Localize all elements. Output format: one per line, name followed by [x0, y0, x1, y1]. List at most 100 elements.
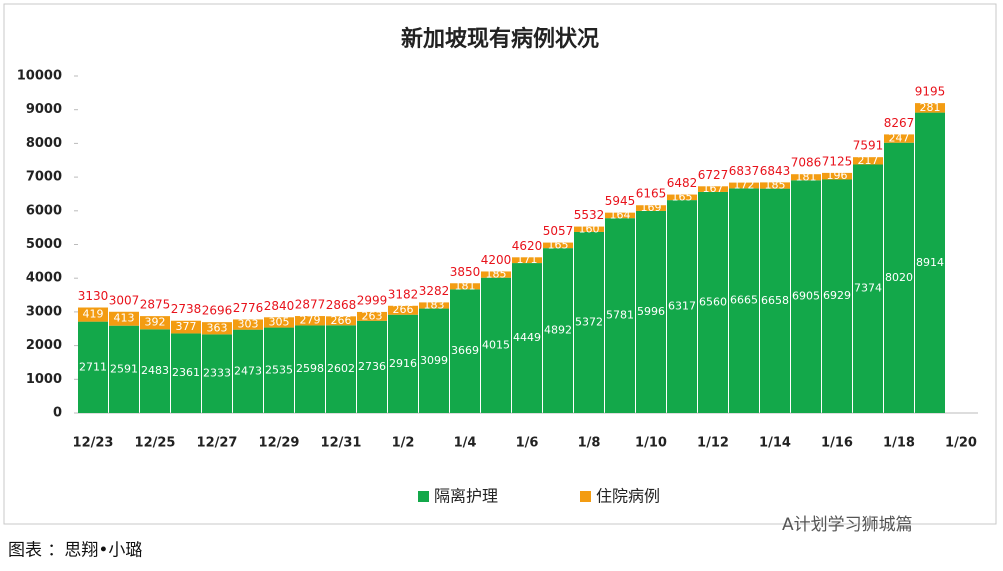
bar-segment	[295, 325, 325, 413]
total-label: 7125	[822, 154, 853, 168]
bar-segment	[140, 329, 170, 413]
value-label: 8020	[885, 271, 913, 284]
total-label: 6165	[636, 187, 667, 201]
value-label: 185	[765, 179, 786, 192]
watermark: A计划学习狮城篇	[782, 515, 913, 535]
bar-segment	[140, 316, 170, 330]
value-label: 196	[827, 169, 848, 182]
value-label: 279	[300, 314, 321, 327]
value-label: 169	[641, 201, 662, 214]
total-label: 5532	[574, 208, 605, 222]
value-label: 181	[796, 170, 817, 183]
bar-segment	[481, 271, 511, 278]
bar-segment	[450, 283, 480, 290]
bar-segment	[109, 311, 139, 326]
bar-segment	[760, 188, 790, 413]
value-label: 413	[114, 312, 135, 325]
bar-segment	[822, 172, 852, 180]
y-tick-label: 4000	[26, 271, 62, 286]
x-tick-label: 1/2	[392, 436, 415, 451]
value-label: 4015	[482, 338, 510, 351]
bar-segment	[884, 142, 914, 413]
value-label: 217	[858, 154, 879, 167]
bar-segment	[853, 164, 883, 413]
total-label: 3007	[109, 293, 140, 307]
bar-segment	[171, 320, 201, 334]
value-label: 303	[238, 318, 259, 331]
value-label: 266	[393, 303, 414, 316]
value-label: 2361	[172, 366, 200, 379]
value-label: 377	[176, 320, 197, 333]
value-label: 167	[703, 182, 724, 195]
value-label: 266	[331, 314, 352, 327]
bar-segment	[326, 316, 356, 326]
total-label: 6727	[698, 168, 729, 182]
bar-segment	[667, 194, 697, 201]
bar-segment	[512, 257, 542, 264]
value-label: 4892	[544, 324, 572, 337]
bar-segment	[853, 157, 883, 165]
bar-segment	[481, 277, 511, 413]
x-tick-label: 12/29	[259, 436, 300, 451]
y-tick-label: 0	[53, 406, 62, 421]
value-label: 2483	[141, 364, 169, 377]
bar-segment	[357, 311, 387, 321]
bar-segment	[822, 179, 852, 413]
value-label: 2333	[203, 367, 231, 380]
y-tick-label: 8000	[26, 136, 62, 151]
value-label: 6560	[699, 295, 727, 308]
value-label: 247	[889, 132, 910, 145]
total-label: 7591	[853, 139, 884, 153]
x-tick-label: 12/25	[135, 436, 176, 451]
x-tick-label: 1/4	[454, 436, 477, 451]
bar-segment	[915, 112, 945, 413]
total-label: 2868	[326, 298, 357, 312]
value-label: 164	[610, 208, 631, 221]
bar-segment	[729, 182, 759, 189]
bar-segment	[698, 186, 728, 192]
total-label: 3130	[78, 289, 109, 303]
bar-segment	[202, 322, 232, 335]
value-label: 2591	[110, 362, 138, 375]
bar-segment	[78, 307, 108, 322]
value-label: 2602	[327, 362, 355, 375]
value-label: 363	[207, 321, 228, 334]
bar-segment	[419, 308, 449, 413]
chart-title: 新加坡现有病例状况	[401, 26, 599, 52]
value-label: 165	[672, 190, 693, 203]
value-label: 3669	[451, 344, 479, 357]
y-tick-label: 3000	[26, 304, 62, 319]
x-tick-label: 12/23	[73, 436, 114, 451]
y-tick-label: 1000	[26, 372, 62, 387]
value-label: 7374	[854, 282, 882, 295]
value-label: 263	[362, 309, 383, 322]
total-label: 2776	[233, 301, 264, 315]
bar-segment	[636, 210, 666, 413]
value-label: 8914	[916, 256, 944, 269]
value-label: 172	[734, 178, 755, 191]
value-label: 6905	[792, 290, 820, 303]
bar-segment	[574, 226, 604, 232]
total-label: 7086	[791, 156, 822, 170]
bar-segment	[78, 321, 108, 413]
value-label: 2736	[358, 360, 386, 373]
legend-swatch	[580, 491, 591, 502]
bar-segment	[791, 174, 821, 181]
value-label: 5996	[637, 305, 665, 318]
y-tick-label: 10000	[17, 69, 62, 84]
bar-segment	[264, 317, 294, 328]
value-label: 171	[517, 253, 538, 266]
value-label: 2535	[265, 363, 293, 376]
bar-segment	[357, 320, 387, 413]
x-tick-label: 1/6	[516, 436, 539, 451]
value-label: 160	[579, 222, 600, 235]
value-label: 185	[486, 268, 507, 281]
bar-segment	[512, 263, 542, 413]
total-label: 6837	[729, 164, 760, 178]
x-tick-label: 1/12	[697, 436, 729, 451]
total-label: 2840	[264, 299, 295, 313]
legend-swatch	[418, 491, 429, 502]
value-label: 2598	[296, 362, 324, 375]
bar-segment	[264, 327, 294, 413]
